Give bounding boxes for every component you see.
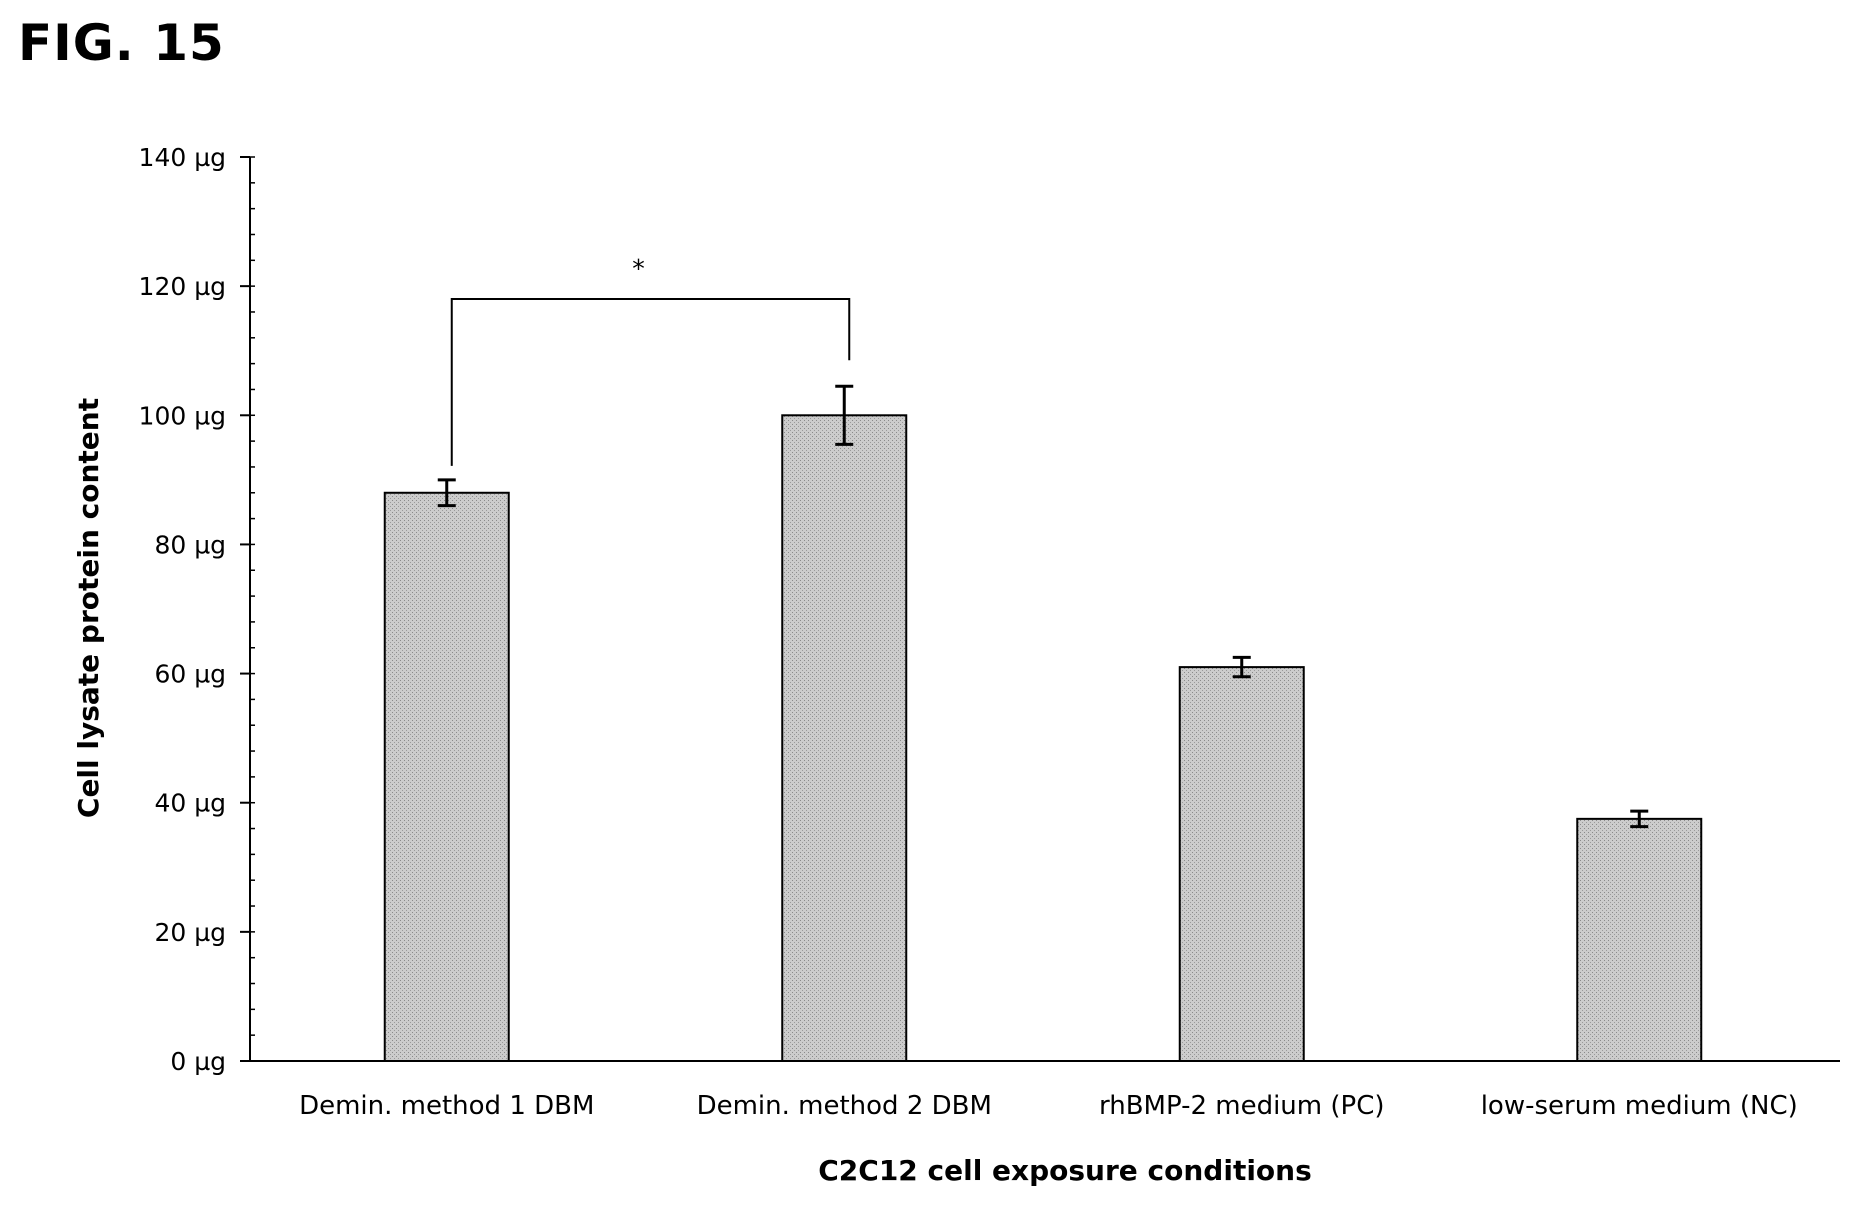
- x-category-label: rhBMP-2 medium (PC): [1099, 1091, 1385, 1121]
- figure-label: FIG. 15: [18, 14, 225, 72]
- y-tick-label: 100 µg: [139, 401, 226, 430]
- y-tick-label: 20 µg: [154, 918, 226, 947]
- y-axis-title: Cell lysate protein content: [72, 398, 105, 818]
- bar: [1576, 817, 1703, 1062]
- y-tick-label: 40 µg: [154, 789, 226, 818]
- error-bar: [835, 384, 854, 446]
- error-bar: [1630, 809, 1649, 829]
- x-axis: Demin. method 1 DBM Demin. method 2 DBM rh…: [250, 1060, 1840, 1121]
- y-tick-label: 120 µg: [139, 272, 226, 301]
- x-category-label: Demin. method 2 DBM: [697, 1091, 992, 1121]
- x-category-label: low-serum medium (NC): [1481, 1091, 1798, 1121]
- x-category-label: Demin. method 1 DBM: [299, 1091, 594, 1121]
- x-axis-title: C2C12 cell exposure conditions: [818, 1154, 1312, 1187]
- significance-bracket: [450, 298, 851, 466]
- annotations: *: [450, 254, 851, 466]
- bar: [1178, 666, 1305, 1062]
- bars: [383, 414, 1703, 1062]
- y-tick-label: 0 µg: [170, 1047, 226, 1076]
- significance-label: *: [632, 254, 645, 283]
- y-tick-label: 60 µg: [154, 660, 226, 689]
- error-bars: [437, 384, 1649, 829]
- error-bar: [437, 478, 456, 508]
- error-bar: [1232, 655, 1251, 679]
- y-tick-label: 80 µg: [154, 530, 226, 559]
- y-axis: 0 µg 20 µg 40 µg 60 µg 80 µg 100 µg 120 µg 140 …: [139, 143, 255, 1076]
- bar: [781, 414, 908, 1062]
- y-tick-label: 140 µg: [139, 143, 226, 172]
- bar: [383, 491, 510, 1062]
